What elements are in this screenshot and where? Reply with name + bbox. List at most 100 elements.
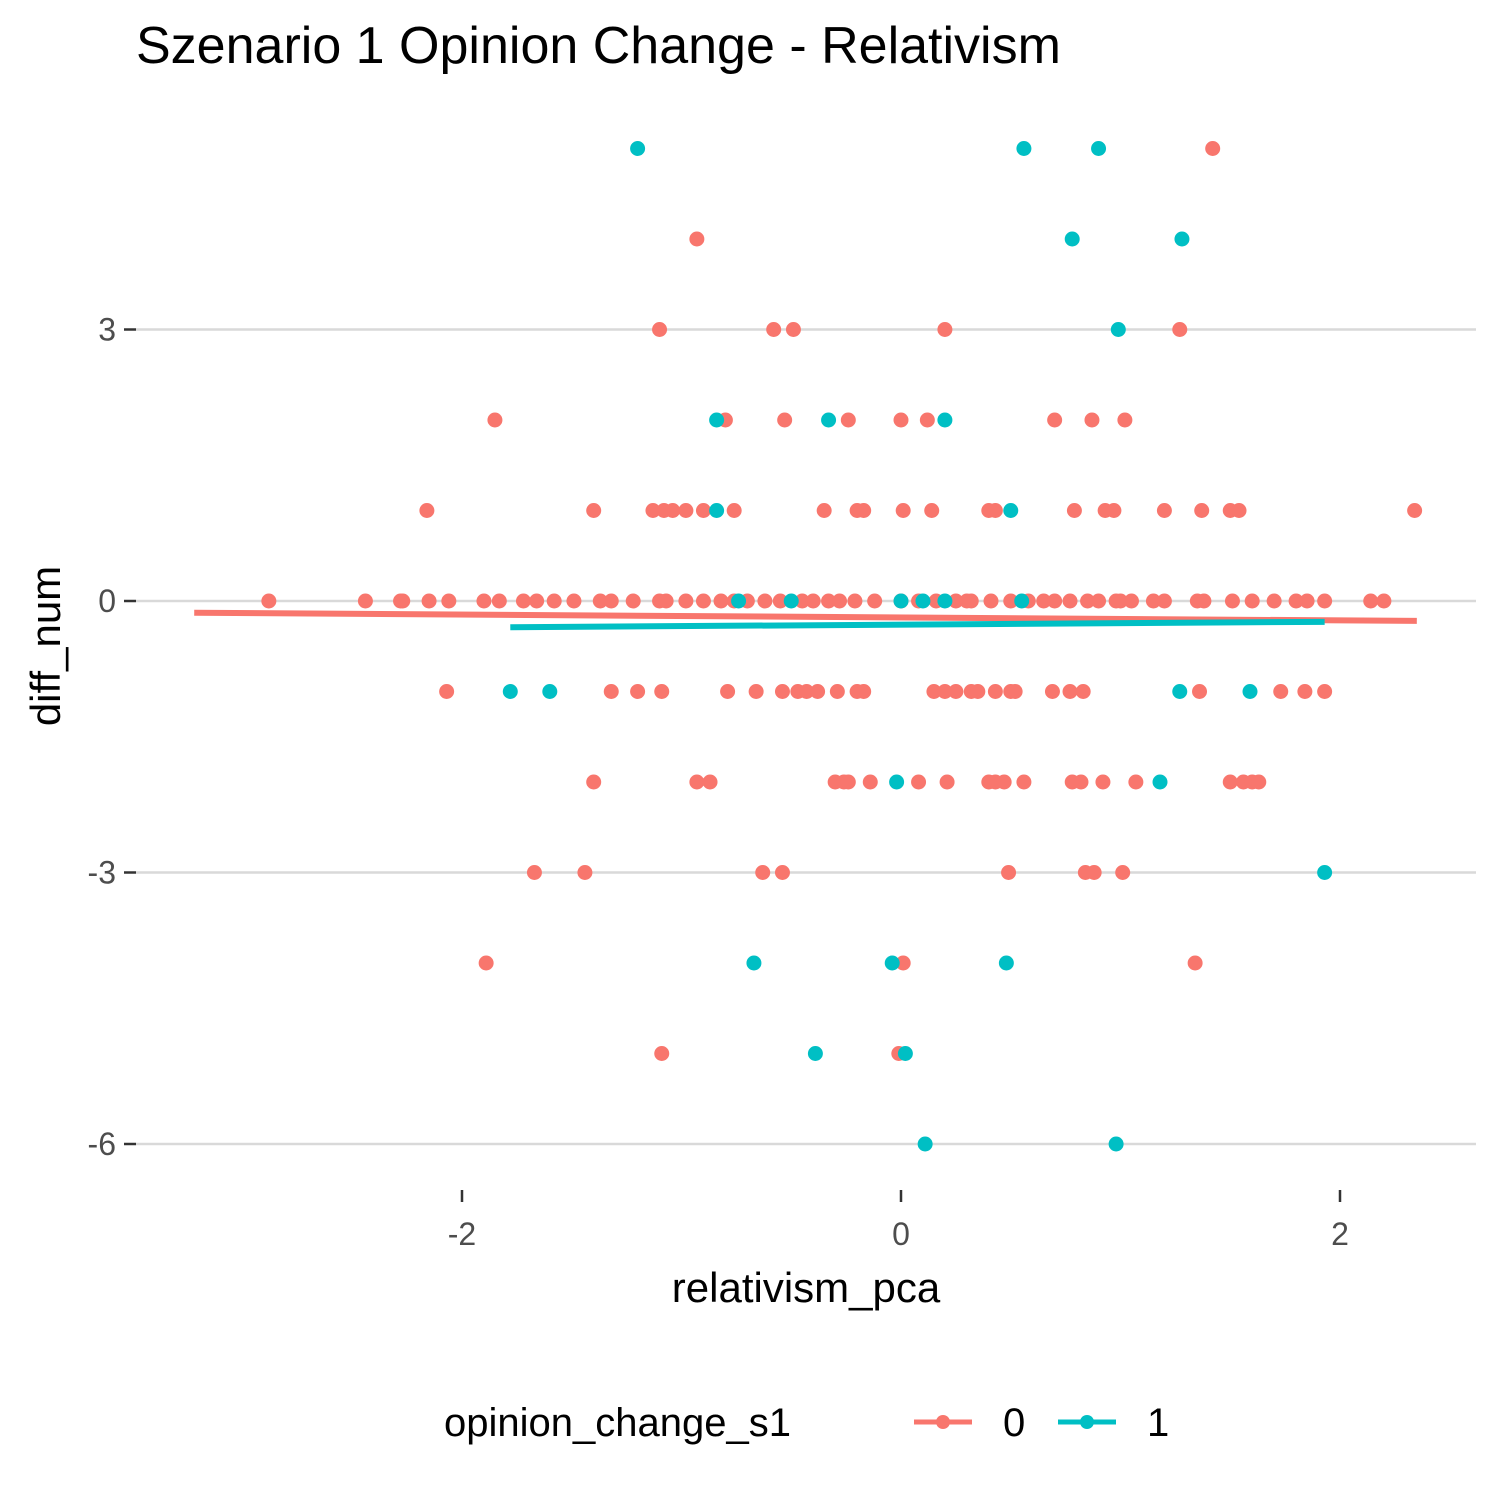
data-point-series-0: [1251, 774, 1267, 790]
data-point-series-0: [478, 955, 494, 971]
data-point-series-0: [421, 593, 437, 609]
data-point-series-0: [777, 412, 793, 428]
data-point-series-1: [1242, 684, 1258, 699]
data-point-series-1: [1091, 141, 1107, 156]
data-point-series-0: [1095, 774, 1111, 790]
data-point-series-0: [766, 322, 782, 337]
data-point-series-0: [987, 684, 1003, 699]
data-point-series-0: [862, 774, 878, 790]
data-point-series-1: [998, 955, 1014, 971]
data-point-series-0: [987, 503, 1003, 518]
data-point-series-0: [821, 593, 837, 609]
data-point-series-0: [652, 593, 668, 609]
data-points: [261, 141, 1423, 1152]
data-point-series-0: [665, 503, 681, 518]
data-point-series-0: [1317, 684, 1333, 699]
data-point-series-0: [1115, 865, 1131, 880]
data-point-series-0: [1036, 593, 1052, 609]
data-point-series-0: [794, 593, 810, 609]
data-point-series-1: [1108, 1136, 1124, 1152]
data-point-series-0: [652, 322, 668, 337]
data-point-series-0: [441, 593, 457, 609]
data-point-series-0: [1196, 593, 1212, 609]
data-point-series-0: [678, 503, 694, 518]
data-point-series-1: [630, 141, 646, 156]
x-tick-label: 0: [892, 1216, 910, 1252]
grid-lines: [136, 328, 1476, 1146]
data-point-series-0: [1106, 503, 1122, 518]
data-point-series-0: [726, 503, 742, 518]
data-point-series-1: [502, 684, 518, 699]
data-point-series-0: [996, 774, 1012, 790]
data-point-series-0: [1363, 593, 1379, 609]
data-point-series-0: [515, 593, 531, 609]
data-point-series-0: [1113, 593, 1128, 609]
data-point-series-0: [748, 684, 764, 699]
data-point-series-1: [1172, 684, 1188, 699]
data-point-series-0: [919, 412, 935, 428]
data-point-series-0: [654, 684, 670, 699]
data-point-series-0: [1222, 774, 1238, 790]
data-point-series-0: [1066, 503, 1082, 518]
y-tick-label: -6: [88, 1126, 116, 1162]
data-point-series-0: [1003, 593, 1019, 609]
data-point-series-0: [487, 412, 503, 428]
data-point-series-0: [586, 503, 602, 518]
data-point-series-0: [603, 684, 619, 699]
data-point-series-0: [1075, 684, 1091, 699]
data-point-series-0: [1047, 593, 1063, 609]
data-point-series-0: [1128, 774, 1144, 790]
data-point-series-1: [1003, 503, 1019, 518]
data-point-series-0: [1084, 412, 1100, 428]
data-point-series-0: [1016, 774, 1032, 790]
x-tick-label: 2: [1331, 1216, 1349, 1252]
data-point-series-0: [1044, 684, 1060, 699]
y-axis-title: diff_num: [22, 566, 69, 726]
data-point-series-0: [592, 593, 608, 609]
y-tick-label: -3: [88, 855, 116, 891]
data-point-series-1: [709, 503, 725, 518]
data-point-series-1: [731, 593, 747, 609]
data-point-series-0: [1187, 955, 1203, 971]
data-point-series-0: [893, 412, 909, 428]
data-point-series-0: [1091, 593, 1107, 609]
data-point-series-1: [884, 955, 900, 971]
data-point-series-1: [1016, 141, 1032, 156]
data-point-series-0: [948, 593, 964, 609]
data-point-series-0: [924, 503, 940, 518]
data-point-series-0: [1172, 322, 1188, 337]
data-point-series-0: [867, 593, 883, 609]
data-point-series-0: [810, 684, 826, 699]
data-point-series-0: [645, 503, 661, 518]
data-point-series-0: [1156, 503, 1172, 518]
data-point-series-0: [261, 593, 277, 609]
data-point-series-0: [983, 593, 999, 609]
data-point-series-1: [937, 412, 953, 428]
data-point-series-0: [937, 322, 953, 337]
data-point-series-0: [526, 865, 542, 880]
data-point-series-0: [1192, 684, 1208, 699]
data-point-series-0: [357, 593, 373, 609]
chart-title: Szenario 1 Opinion Change - Relativism: [136, 17, 1061, 75]
data-point-series-0: [625, 593, 641, 609]
data-point-series-0: [755, 865, 771, 880]
data-point-series-0: [566, 593, 582, 609]
regression-lines: [194, 609, 1417, 631]
data-point-series-0: [829, 684, 845, 699]
data-point-series-0: [856, 684, 872, 699]
data-point-series-0: [1266, 593, 1282, 609]
data-point-series-0: [1080, 593, 1096, 609]
fit-line-series-0: [194, 609, 1417, 624]
data-point-series-0: [805, 593, 821, 609]
data-point-series-1: [1110, 322, 1126, 337]
data-point-series-0: [1123, 593, 1139, 609]
data-point-series-0: [895, 955, 911, 971]
y-tick-label: 0: [98, 583, 116, 619]
data-point-series-1: [915, 593, 931, 609]
data-point-series-0: [1062, 684, 1078, 699]
data-point-series-0: [695, 593, 711, 609]
data-point-series-0: [1086, 865, 1102, 880]
data-point-series-0: [1376, 593, 1392, 609]
data-point-series-0: [395, 593, 411, 609]
data-point-series-0: [630, 684, 646, 699]
